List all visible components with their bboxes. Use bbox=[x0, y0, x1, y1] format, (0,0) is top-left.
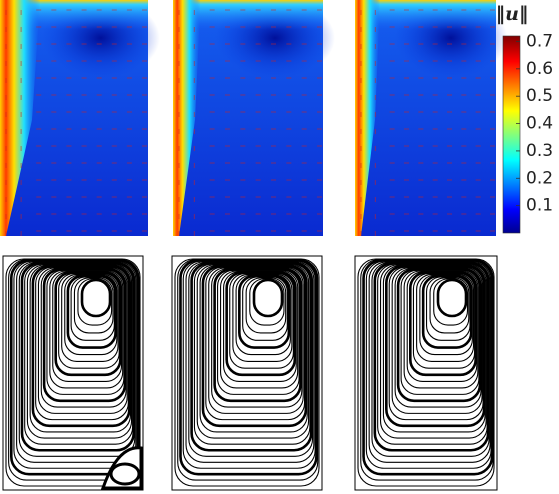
streamline bbox=[9, 259, 140, 476]
streamline bbox=[8, 259, 140, 481]
streamline bbox=[188, 262, 314, 457]
streamline bbox=[382, 265, 486, 433]
streamline bbox=[373, 262, 490, 452]
streamline bbox=[436, 278, 468, 318]
secondary-core bbox=[109, 462, 141, 486]
colorbar-tick-label: 0.7 bbox=[526, 31, 553, 51]
streamline bbox=[199, 265, 308, 433]
streamline bbox=[64, 274, 118, 356]
streamline bbox=[391, 267, 483, 414]
colorbar-label: ‖u‖ bbox=[496, 3, 529, 25]
streamline bbox=[371, 262, 490, 457]
streamline bbox=[5, 258, 141, 487]
streamline bbox=[409, 271, 477, 377]
streamline bbox=[368, 261, 491, 463]
colorbar-tick-label: 0.4 bbox=[526, 114, 553, 134]
streamline bbox=[360, 259, 494, 481]
streamline bbox=[61, 273, 119, 362]
streamline bbox=[419, 274, 473, 356]
wall-layer bbox=[0, 0, 40, 236]
streamline bbox=[406, 271, 478, 382]
streamline bbox=[20, 262, 135, 452]
streamline bbox=[190, 262, 313, 452]
streamline bbox=[29, 265, 132, 433]
streamline bbox=[42, 268, 127, 403]
streamline bbox=[396, 268, 482, 403]
colorbar-tick-label: 0.6 bbox=[526, 59, 553, 79]
streamline-panels bbox=[2, 255, 498, 491]
streamline bbox=[40, 268, 127, 408]
streamline bbox=[403, 270, 479, 389]
streamline bbox=[201, 265, 308, 428]
velocity-panels bbox=[0, 0, 508, 236]
streamline bbox=[177, 259, 319, 481]
streamline bbox=[77, 278, 113, 326]
colorbar bbox=[502, 35, 521, 234]
streamline bbox=[379, 264, 487, 439]
wall-layer bbox=[355, 0, 380, 236]
streamline bbox=[52, 271, 123, 382]
streamline bbox=[385, 265, 486, 428]
colorbar-tick-label: 0.3 bbox=[526, 141, 553, 161]
streamline bbox=[416, 273, 475, 362]
streamline bbox=[185, 261, 315, 463]
streamline bbox=[433, 278, 469, 326]
streamline bbox=[66, 274, 117, 349]
streamline bbox=[238, 274, 291, 349]
colorbar-tick-label: 0.5 bbox=[526, 86, 553, 106]
streamline bbox=[26, 264, 133, 439]
streamline bbox=[37, 267, 128, 414]
streamline bbox=[249, 278, 285, 326]
streamline bbox=[54, 271, 122, 377]
streamline bbox=[362, 259, 494, 476]
streamline bbox=[421, 274, 473, 349]
streamline bbox=[429, 277, 470, 334]
streamline bbox=[73, 277, 114, 334]
streamline bbox=[232, 273, 293, 362]
streamline bbox=[252, 278, 284, 318]
streamline bbox=[394, 268, 482, 408]
streamline bbox=[223, 271, 297, 382]
colorbar-tick-label: 0.2 bbox=[526, 168, 553, 188]
streamline bbox=[49, 270, 124, 389]
streamline bbox=[235, 274, 291, 356]
streamline bbox=[16, 261, 137, 463]
streamline bbox=[211, 268, 303, 408]
streamline bbox=[80, 278, 112, 318]
streamline bbox=[174, 258, 320, 487]
streamline bbox=[196, 264, 310, 439]
streamline bbox=[357, 258, 495, 487]
streamline bbox=[18, 262, 136, 457]
streamline bbox=[220, 270, 299, 389]
streamline bbox=[213, 268, 302, 403]
colorbar-tick-label: 0.1 bbox=[526, 196, 553, 216]
streamline bbox=[208, 267, 304, 414]
streamline bbox=[31, 265, 131, 428]
wall-layer bbox=[173, 0, 201, 236]
streamline bbox=[225, 271, 297, 377]
streamline bbox=[179, 259, 318, 476]
streamline bbox=[245, 277, 287, 334]
